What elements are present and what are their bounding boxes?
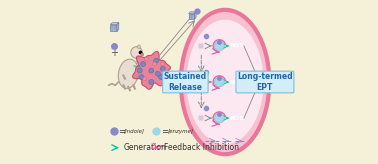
Circle shape xyxy=(161,62,165,66)
Ellipse shape xyxy=(138,45,141,49)
Polygon shape xyxy=(198,43,204,49)
Polygon shape xyxy=(189,12,196,14)
Text: +: + xyxy=(110,48,118,58)
Ellipse shape xyxy=(186,20,263,144)
Circle shape xyxy=(144,57,148,61)
Polygon shape xyxy=(194,12,196,19)
Polygon shape xyxy=(198,79,204,85)
Text: =: = xyxy=(161,127,168,136)
Circle shape xyxy=(143,77,147,81)
Circle shape xyxy=(141,62,146,66)
Circle shape xyxy=(155,71,160,76)
Polygon shape xyxy=(204,41,206,49)
Text: Sustained
Release: Sustained Release xyxy=(164,72,207,92)
Polygon shape xyxy=(230,39,243,53)
Circle shape xyxy=(137,68,142,73)
Polygon shape xyxy=(204,113,206,121)
Text: Long-termed
EPT: Long-termed EPT xyxy=(237,72,293,92)
Circle shape xyxy=(160,66,165,71)
Circle shape xyxy=(153,62,156,66)
Circle shape xyxy=(214,77,224,87)
Polygon shape xyxy=(117,23,119,31)
Text: =: = xyxy=(118,127,125,136)
Circle shape xyxy=(149,80,154,84)
Circle shape xyxy=(159,75,164,80)
Polygon shape xyxy=(198,115,204,121)
Circle shape xyxy=(154,58,159,63)
Circle shape xyxy=(149,68,154,73)
Circle shape xyxy=(214,41,224,51)
Polygon shape xyxy=(230,111,243,125)
Text: [indole]: [indole] xyxy=(123,129,144,134)
Polygon shape xyxy=(230,75,243,89)
Text: [enzyme]: [enzyme] xyxy=(168,129,194,134)
Text: Feedback Inhibition: Feedback Inhibition xyxy=(164,143,239,152)
Polygon shape xyxy=(198,77,206,79)
Polygon shape xyxy=(189,14,194,19)
Text: ROS: ROS xyxy=(229,43,244,48)
Circle shape xyxy=(139,75,144,80)
Ellipse shape xyxy=(181,10,270,154)
Circle shape xyxy=(214,113,224,123)
Text: ROS: ROS xyxy=(229,116,244,121)
Polygon shape xyxy=(133,51,170,89)
Polygon shape xyxy=(198,41,206,43)
Ellipse shape xyxy=(118,59,138,88)
Circle shape xyxy=(131,47,142,58)
Polygon shape xyxy=(204,77,206,85)
Text: Generation: Generation xyxy=(123,143,166,152)
Text: ROS: ROS xyxy=(229,80,244,84)
Polygon shape xyxy=(198,113,206,115)
Polygon shape xyxy=(110,23,119,25)
Polygon shape xyxy=(110,25,117,31)
